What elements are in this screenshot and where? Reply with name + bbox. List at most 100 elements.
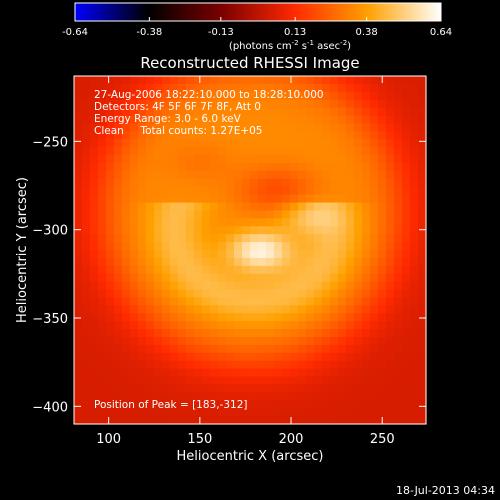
heatmap-cell [322, 281, 331, 291]
heatmap-cell [314, 408, 323, 417]
heatmap-cell [402, 337, 411, 346]
heatmap-cell [306, 83, 315, 93]
heatmap-cell [250, 344, 259, 354]
heatmap-cell [370, 178, 379, 188]
heatmap-cell [322, 384, 331, 393]
heatmap-cell [330, 400, 339, 409]
heatmap-cell [138, 170, 147, 180]
heatmap-cell [218, 202, 227, 212]
heatmap-cell [202, 408, 211, 417]
heatmap-cell [378, 226, 387, 235]
heatmap-cell [194, 265, 203, 275]
heatmap-cell [394, 392, 403, 401]
heatmap-cell [154, 416, 163, 425]
heatmap-cell [98, 352, 107, 362]
heatmap-cell [266, 76, 275, 85]
heatmap-cell [122, 273, 131, 283]
heatmap-cell [386, 218, 395, 227]
heatmap-cell [322, 416, 331, 425]
heatmap-cell [250, 186, 259, 196]
heatmap-cell [330, 281, 339, 291]
x-tick-label: 250 [370, 432, 395, 447]
heatmap-cell [282, 186, 291, 196]
heatmap-cell [82, 257, 91, 267]
heatmap-cell [346, 242, 355, 251]
heatmap-cell [74, 178, 83, 188]
heatmap-cell [330, 273, 339, 283]
heatmap-cell [226, 99, 235, 109]
heatmap-cell [114, 202, 123, 212]
heatmap-cell [386, 155, 395, 164]
heatmap-cell [354, 360, 363, 370]
heatmap-cell [418, 139, 427, 148]
heatmap-cell [418, 123, 427, 132]
heatmap-cell [410, 408, 419, 417]
heatmap-cell [306, 281, 315, 291]
heatmap-cell [226, 360, 235, 370]
heatmap-cell [322, 186, 331, 196]
heatmap-cell [402, 163, 411, 172]
heatmap-cell [314, 289, 323, 299]
heatmap-cell [418, 218, 427, 227]
heatmap-cell [274, 131, 283, 140]
heatmap-cell [74, 234, 83, 243]
heatmap-cell [402, 384, 411, 393]
heatmap-cell [274, 107, 283, 117]
heatmap-cell [298, 344, 307, 354]
heatmap-cell [202, 123, 211, 132]
heatmap-cell [362, 289, 371, 299]
heatmap-cell [146, 408, 155, 417]
heatmap-cell [178, 83, 187, 93]
heatmap-cell [314, 123, 323, 132]
heatmap-cell [290, 344, 299, 354]
heatmap-cell [74, 76, 83, 85]
heatmap-cell [346, 400, 355, 409]
heatmap-cell [346, 384, 355, 393]
heatmap-cell [202, 352, 211, 362]
heatmap-cell [82, 123, 91, 132]
heatmap-cell [274, 313, 283, 322]
heatmap-cell [210, 139, 219, 148]
heatmap-cell [386, 289, 395, 299]
heatmap-cell [282, 202, 291, 212]
heatmap-cell [154, 392, 163, 401]
heatmap-cell [210, 123, 219, 132]
heatmap-cell [250, 202, 259, 212]
heatmap-cell [194, 76, 203, 85]
heatmap-cell [330, 392, 339, 401]
heatmap-cell [162, 265, 171, 275]
heatmap-cell [170, 91, 179, 101]
heatmap-cell [170, 194, 179, 204]
heatmap-cell [378, 313, 387, 322]
heatmap-cell [178, 250, 187, 259]
heatmap-cell [250, 321, 259, 330]
heatmap-cell [290, 337, 299, 346]
heatmap-cell [218, 337, 227, 346]
heatmap-cell [282, 107, 291, 117]
heatmap-cell [418, 178, 427, 188]
heatmap-cell [290, 186, 299, 196]
heatmap-cell [130, 218, 139, 227]
heatmap-cell [138, 376, 147, 386]
heatmap-cell [298, 281, 307, 291]
heatmap-cell [354, 76, 363, 85]
heatmap-cell [394, 257, 403, 267]
heatmap-cell [162, 297, 171, 306]
heatmap-cell [394, 139, 403, 148]
heatmap-cell [90, 416, 99, 425]
heatmap-cell [346, 257, 355, 267]
heatmap-cell [138, 250, 147, 259]
heatmap-cell [330, 139, 339, 148]
heatmap-cell [74, 107, 83, 117]
heatmap-cell [402, 147, 411, 156]
heatmap-cell [146, 123, 155, 132]
heatmap-cell [330, 107, 339, 117]
heatmap-cell [298, 257, 307, 267]
heatmap-cell [210, 400, 219, 409]
heatmap-cell [346, 186, 355, 196]
heatmap-cell [226, 313, 235, 322]
heatmap-cell [130, 400, 139, 409]
heatmap-cell [202, 344, 211, 354]
heatmap-cell [362, 297, 371, 306]
heatmap-cell [394, 376, 403, 386]
